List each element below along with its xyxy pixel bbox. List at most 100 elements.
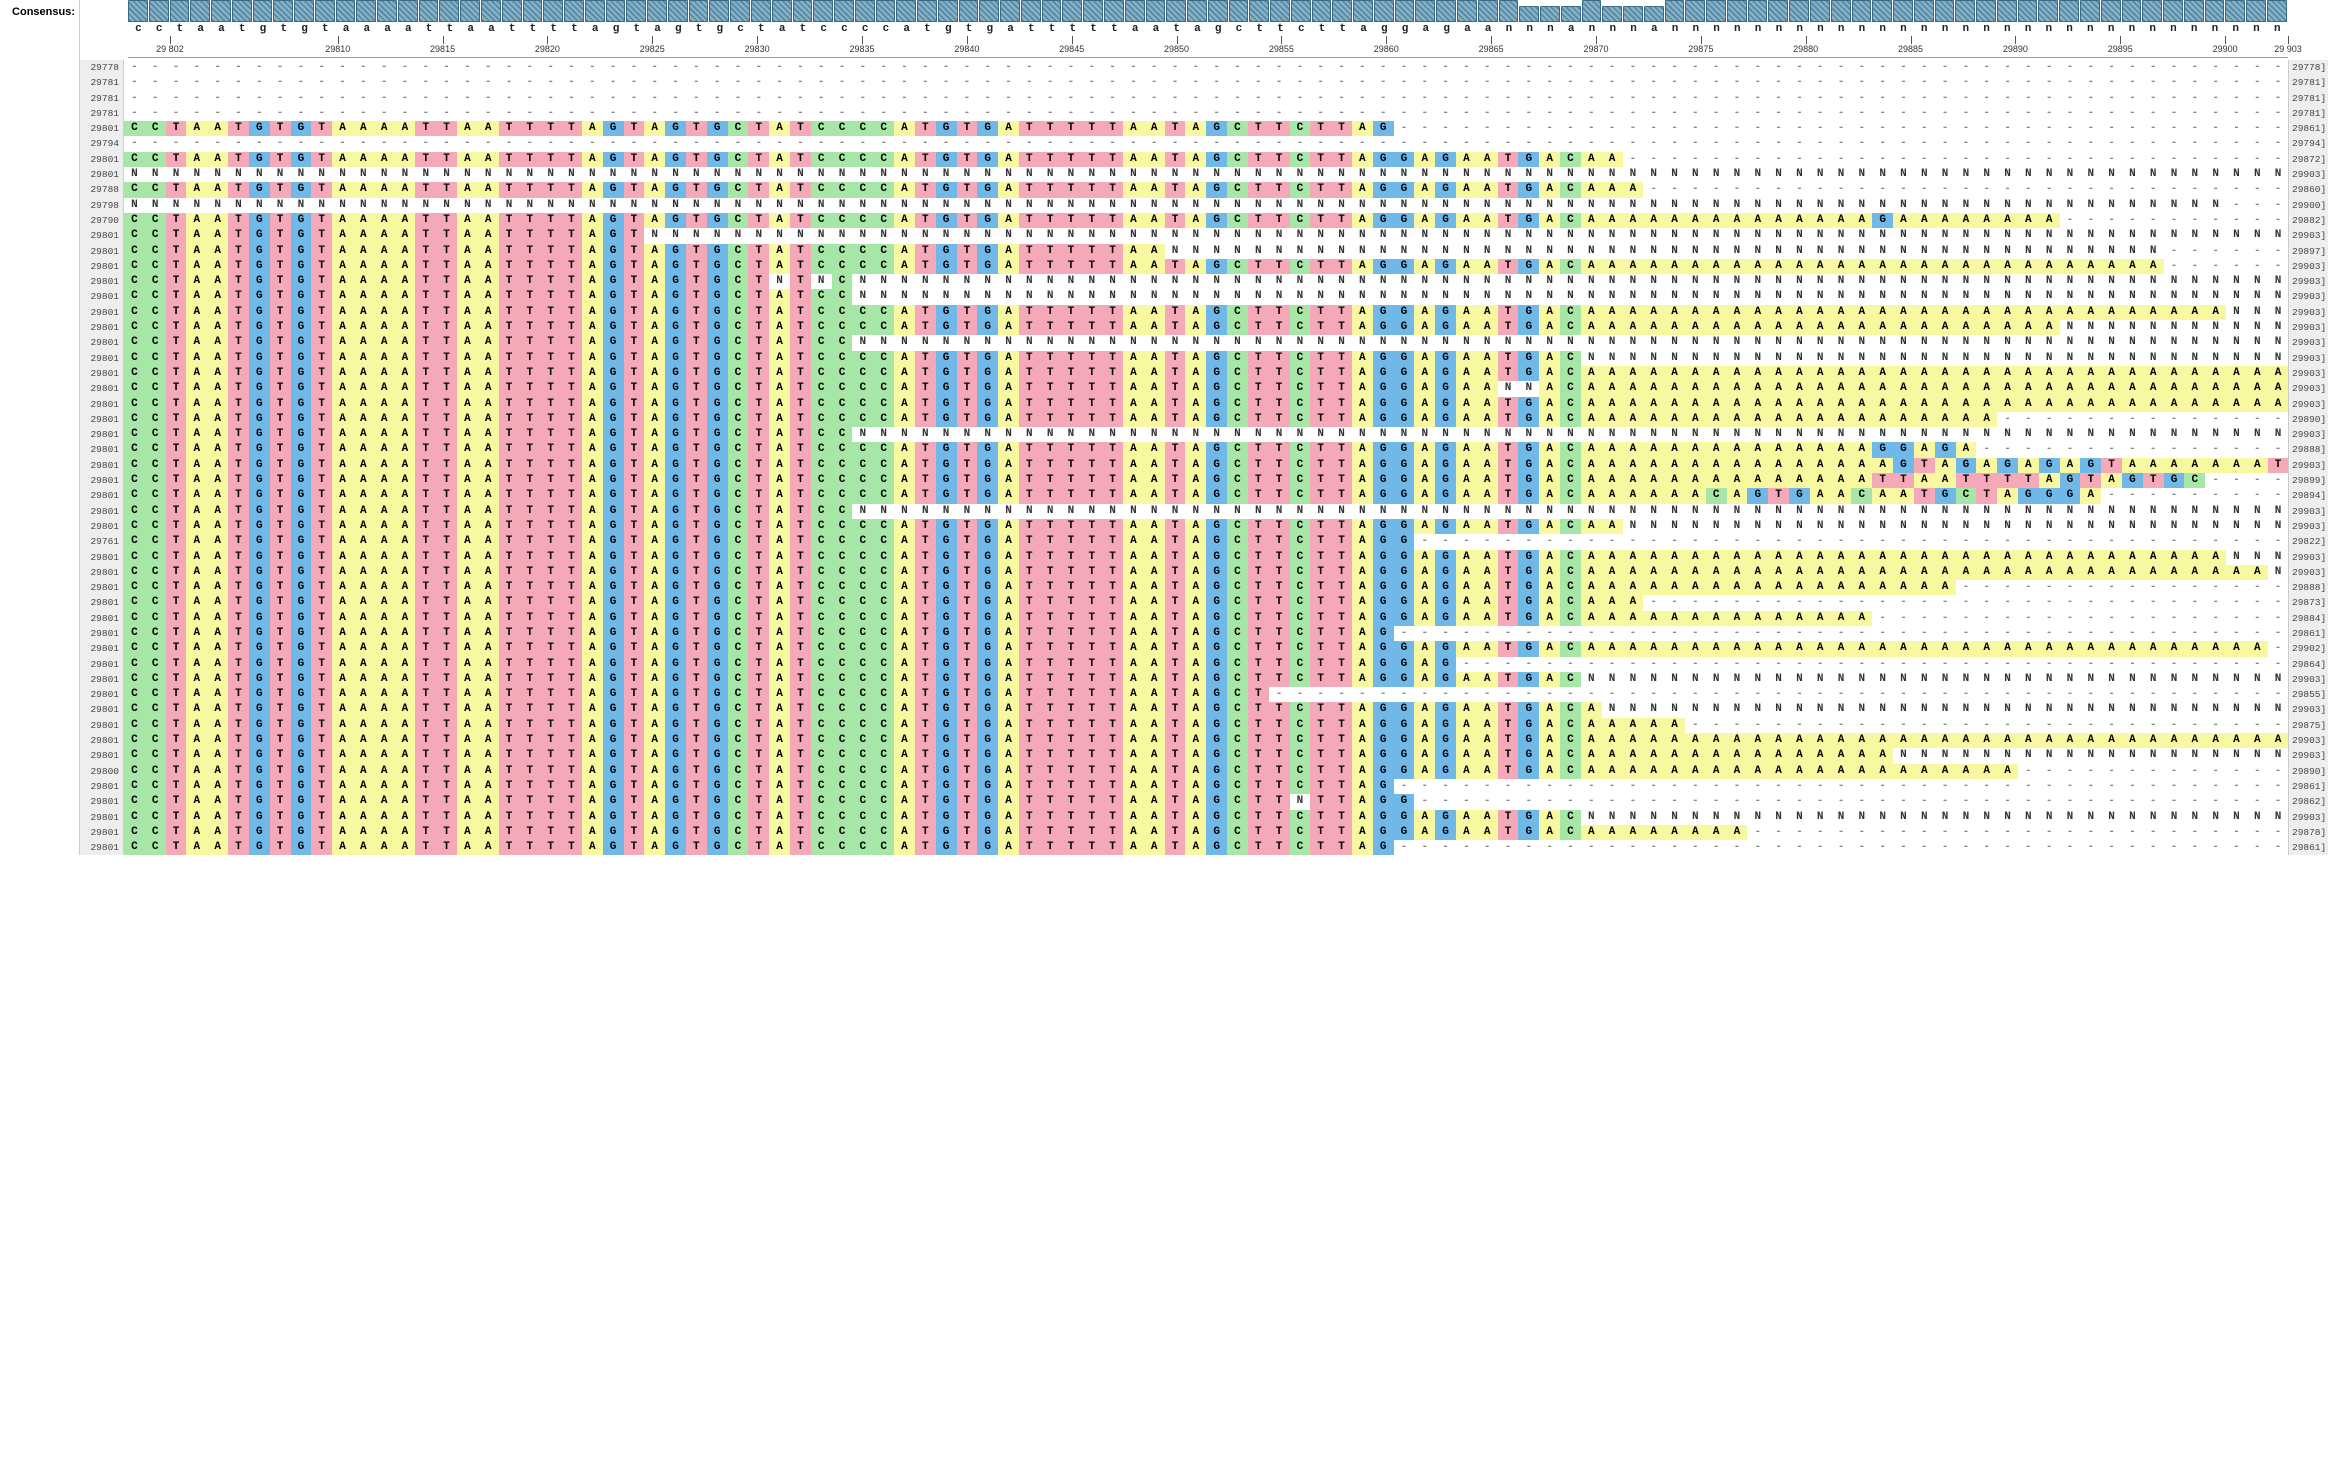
consensus-base: a <box>190 22 211 36</box>
row-end-coord: 29903] <box>2288 259 2328 274</box>
consensus-base: c <box>855 22 876 36</box>
alignment-row[interactable]: 29801CCTAATGTGTAAAATTAATTTTAGTAGTGCTATCC… <box>80 825 2328 840</box>
ruler-tick-label: 29840 <box>954 44 979 54</box>
row-end-coord: 29822] <box>2288 534 2328 549</box>
alignment-row[interactable]: 29801CCTAATGTGTAAAATTAATTTTAGTAGTGCTATCC… <box>80 702 2328 717</box>
consensus-base: n <box>1852 22 1873 36</box>
row-end-coord: 29888] <box>2288 442 2328 457</box>
row-start-coord: 29801 <box>80 580 124 595</box>
alignment-row[interactable]: 29801CCTAATGTGTAAAATTAATTTTAGTAGTGCTATCC… <box>80 458 2328 473</box>
alignment-row[interactable]: 29801CCTAATGTGTAAAATTAATTTTAGTAGTGCTATCC… <box>80 412 2328 427</box>
alignment-row[interactable]: 29801CCTAATGTGTAAAATTAATTTTAGTAGTGCTATCC… <box>80 550 2328 565</box>
consensus-bar <box>2122 0 2142 22</box>
alignment-row[interactable]: 29801CCTAATGTGTAAAATTAATTTTAGTAGTGCTATCC… <box>80 657 2328 672</box>
consensus-bar <box>2267 0 2287 22</box>
consensus-bar <box>149 0 169 22</box>
row-start-coord: 29801 <box>80 167 124 182</box>
consensus-base: c <box>876 22 897 36</box>
alignment-row[interactable]: 29801CCTAATGTGTAAAATTAATTTTAGTAGTGCTATCC… <box>80 595 2328 610</box>
row-start-coord: 29801 <box>80 381 124 396</box>
alignment-rows[interactable]: 29778-----------------------------------… <box>80 60 2328 855</box>
row-start-coord: 29801 <box>80 427 124 442</box>
row-sequence: CCTAATGTGTAAAATTAATTTTAGTAGTGCTATCCCCATG… <box>124 366 2288 381</box>
alignment-row[interactable]: 29801CCTAATGTGTAAAATTAATTTTAGTAGTGCTATCC… <box>80 733 2328 748</box>
consensus-bar <box>855 0 875 22</box>
row-sequence: CCTAATGTGTAAAATTAATTTTAGTAGTGCTATCCCCATG… <box>124 305 2288 320</box>
alignment-row[interactable]: 29798NNNNNNNNNNNNNNNNNNNNNNNNNNNNNNNNNNN… <box>80 198 2328 213</box>
row-sequence: CCTAATGTGTAAAATTAATTTTAGTAGTGCTATCCCCATG… <box>124 381 2288 396</box>
consensus-bar <box>1582 0 1602 22</box>
alignment-row[interactable]: 29801CCTAATGTGTAAAATTAATTTTAGTAGTGCTATCC… <box>80 244 2328 259</box>
ruler-tick-label: 29880 <box>1793 44 1818 54</box>
alignment-row[interactable]: 29801CCTAATGTGTAAAATTAATTTTAGTAGTGCTATCC… <box>80 687 2328 702</box>
row-end-coord: 29903] <box>2288 351 2328 366</box>
alignment-row[interactable]: 29781-----------------------------------… <box>80 106 2328 121</box>
alignment-row[interactable]: 29801CCTAATGTGTAAAATTAATTTTAGTAGTGCTATCC… <box>80 626 2328 641</box>
row-start-coord: 29801 <box>80 351 124 366</box>
alignment-row[interactable]: 29801CCTAATGTGTAAAATTAATTTTAGTAGTGCTATCC… <box>80 580 2328 595</box>
row-sequence: CCTAATGTGTAAAATTAATTTTAGTAGTGCTATCCCCATG… <box>124 825 2288 840</box>
consensus-base: a <box>1478 22 1499 36</box>
alignment-row[interactable]: 29801CCTAATGTGTAAAATTAATTTTAGTAGTGCTATCC… <box>80 519 2328 534</box>
alignment-row[interactable]: 29801CCTAATGTGTAAAATTAATTTTAGTAGTGCTATCC… <box>80 289 2328 304</box>
alignment-row[interactable]: 29781-----------------------------------… <box>80 75 2328 90</box>
alignment-row[interactable]: 29801CCTAATGTGTAAAATTAATTTTAGTAGTGCTATCC… <box>80 504 2328 519</box>
row-end-coord: 29903] <box>2288 733 2328 748</box>
alignment-row[interactable]: 29801CCTAATGTGTAAAATTAATTTTAGTAGTGCTATCC… <box>80 351 2328 366</box>
alignment-row[interactable]: 29801CCTAATGTGTAAAATTAATTTTAGTAGTGCTATCC… <box>80 335 2328 350</box>
alignment-row[interactable]: 29778-----------------------------------… <box>80 60 2328 75</box>
alignment-row[interactable]: 29761CCTAATGTGTAAAATTAATTTTAGTAGTGCTATCC… <box>80 534 2328 549</box>
row-end-coord: 29894] <box>2288 488 2328 503</box>
alignment-row[interactable]: 29801CCTAATGTGTAAAATTAATTTTAGTAGTGCTNTNC… <box>80 274 2328 289</box>
alignment-row[interactable]: 29801CCTAATGTGTAAAATTAATTTTAGTAGTGCTATCC… <box>80 565 2328 580</box>
alignment-row[interactable]: 29801CCTAATGTGTAAAATTAATTTTAGTAGTGCTATCC… <box>80 611 2328 626</box>
alignment-row[interactable]: 29801CCTAATGTGTAAAATTAATTTTAGTAGTGCTATCC… <box>80 672 2328 687</box>
alignment-row[interactable]: 29801CCTAATGTGTAAAATTAATTTTAGTAGTGCTATCC… <box>80 473 2328 488</box>
consensus-base: n <box>1540 22 1561 36</box>
row-end-coord: 29903] <box>2288 519 2328 534</box>
row-end-coord: 29884] <box>2288 611 2328 626</box>
consensus-bar <box>1125 0 1145 22</box>
alignment-row[interactable]: 29801NNNNNNNNNNNNNNNNNNNNNNNNNNNNNNNNNNN… <box>80 167 2328 182</box>
consensus-bar <box>1312 0 1332 22</box>
consensus-base: t <box>793 22 814 36</box>
alignment-row[interactable]: 29801CCTAATGTGTAAAATTAATTTTAGTAGTGCTATCC… <box>80 427 2328 442</box>
row-sequence: CCTAATGTGTAAAATTAATTTTAGTAGTGCTATCCCCATG… <box>124 488 2288 503</box>
consensus-bar <box>2059 0 2079 22</box>
alignment-row[interactable]: 29801CCTAATGTGTAAAATTAATTTTAGTAGTGCTATCC… <box>80 794 2328 809</box>
consensus-base: t <box>1249 22 1270 36</box>
row-start-coord: 29798 <box>80 198 124 213</box>
alignment-row[interactable]: 29801CCTAATGTGTAAAATTAATTTTAGTAGTGCTATCC… <box>80 641 2328 656</box>
alignment-row[interactable]: 29790CCTAATGTGTAAAATTAATTTTAGTAGTGCTATCC… <box>80 213 2328 228</box>
alignment-row[interactable]: 29801CCTAATGTGTAAAATTAATTTTAGTAGTGCTATCC… <box>80 748 2328 763</box>
alignment-row[interactable]: 29801CCTAATGTGTAAAATTAATTTTAGTAGTGCTATCC… <box>80 152 2328 167</box>
consensus-bar <box>1976 0 1996 22</box>
alignment-row[interactable]: 29801CCTAATGTGTAAAATTAATTTTAGTAGTGCTATCC… <box>80 442 2328 457</box>
alignment-row[interactable]: 29781-----------------------------------… <box>80 91 2328 106</box>
ruler-tick-label: 29890 <box>2003 44 2028 54</box>
alignment-row[interactable]: 29801CCTAATGTGTAAAATTAATTTTAGTNNNNNNNNNN… <box>80 228 2328 243</box>
row-sequence: CCTAATGTGTAAAATTAATTTTAGTAGTGCTATCCCCATG… <box>124 657 2288 672</box>
alignment-row[interactable]: 29801CCTAATGTGTAAAATTAATTTTAGTAGTGCTATCC… <box>80 121 2328 136</box>
consensus-bar <box>294 0 314 22</box>
alignment-row[interactable]: 29801CCTAATGTGTAAAATTAATTTTAGTAGTGCTATCC… <box>80 810 2328 825</box>
alignment-row[interactable]: 29801CCTAATGTGTAAAATTAATTTTAGTAGTGCTATCC… <box>80 366 2328 381</box>
row-sequence: CCTAATGTGTAAAATTAATTTTAGTAGTGCTATCCCCATG… <box>124 810 2288 825</box>
alignment-row[interactable]: 29801CCTAATGTGTAAAATTAATTTTAGTAGTGCTATCC… <box>80 779 2328 794</box>
alignment-row[interactable]: 29800CCTAATGTGTAAAATTAATTTTAGTAGTGCTATCC… <box>80 764 2328 779</box>
alignment-row[interactable]: 29801CCTAATGTGTAAAATTAATTTTAGTAGTGCTATCC… <box>80 259 2328 274</box>
alignment-row[interactable]: 29801CCTAATGTGTAAAATTAATTTTAGTAGTGCTATCC… <box>80 305 2328 320</box>
consensus-base: g <box>606 22 627 36</box>
alignment-row[interactable]: 29801CCTAATGTGTAAAATTAATTTTAGTAGTGCTATCC… <box>80 718 2328 733</box>
alignment-row[interactable]: 29801CCTAATGTGTAAAATTAATTTTAGTAGTGCTATCC… <box>80 397 2328 412</box>
alignment-row[interactable]: 29788CCTAATGTGTAAAATTAATTTTAGTAGTGCTATCC… <box>80 182 2328 197</box>
alignment-row[interactable]: 29801CCTAATGTGTAAAATTAATTTTAGTAGTGCTATCC… <box>80 488 2328 503</box>
row-start-coord: 29790 <box>80 213 124 228</box>
alignment-row[interactable]: 29801CCTAATGTGTAAAATTAATTTTAGTAGTGCTATCC… <box>80 840 2328 855</box>
consensus-bar <box>730 0 750 22</box>
alignment-row[interactable]: 29801CCTAATGTGTAAAATTAATTTTAGTAGTGCTATCC… <box>80 381 2328 396</box>
alignment-row[interactable]: 29801CCTAATGTGTAAAATTAATTTTAGTAGTGCTATCC… <box>80 320 2328 335</box>
alignment-row[interactable]: 29794-----------------------------------… <box>80 136 2328 151</box>
consensus-bar <box>2163 0 2183 22</box>
consensus-base: t <box>315 22 336 36</box>
